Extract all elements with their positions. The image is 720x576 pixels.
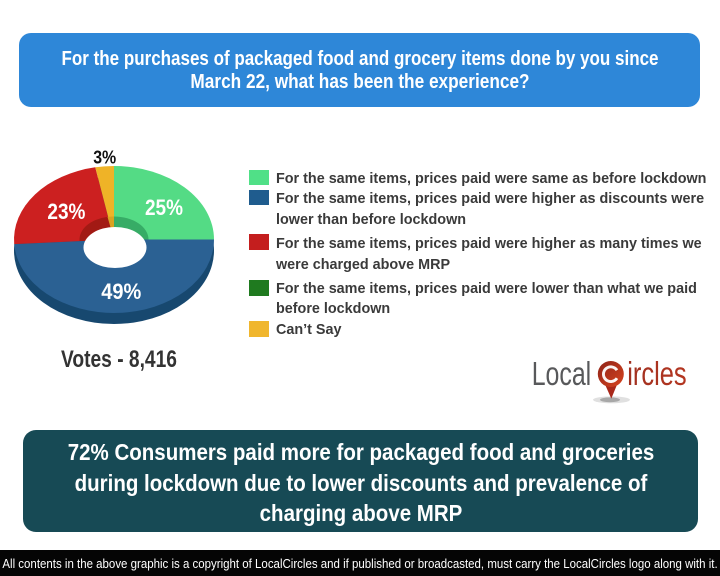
svg-text:3%: 3% bbox=[93, 148, 116, 168]
svg-text:ircles: ircles bbox=[627, 355, 687, 392]
svg-text:49%: 49% bbox=[101, 279, 141, 304]
svg-text:Local: Local bbox=[532, 355, 592, 392]
svg-text:23%: 23% bbox=[47, 199, 85, 224]
svg-text:25%: 25% bbox=[145, 195, 183, 220]
